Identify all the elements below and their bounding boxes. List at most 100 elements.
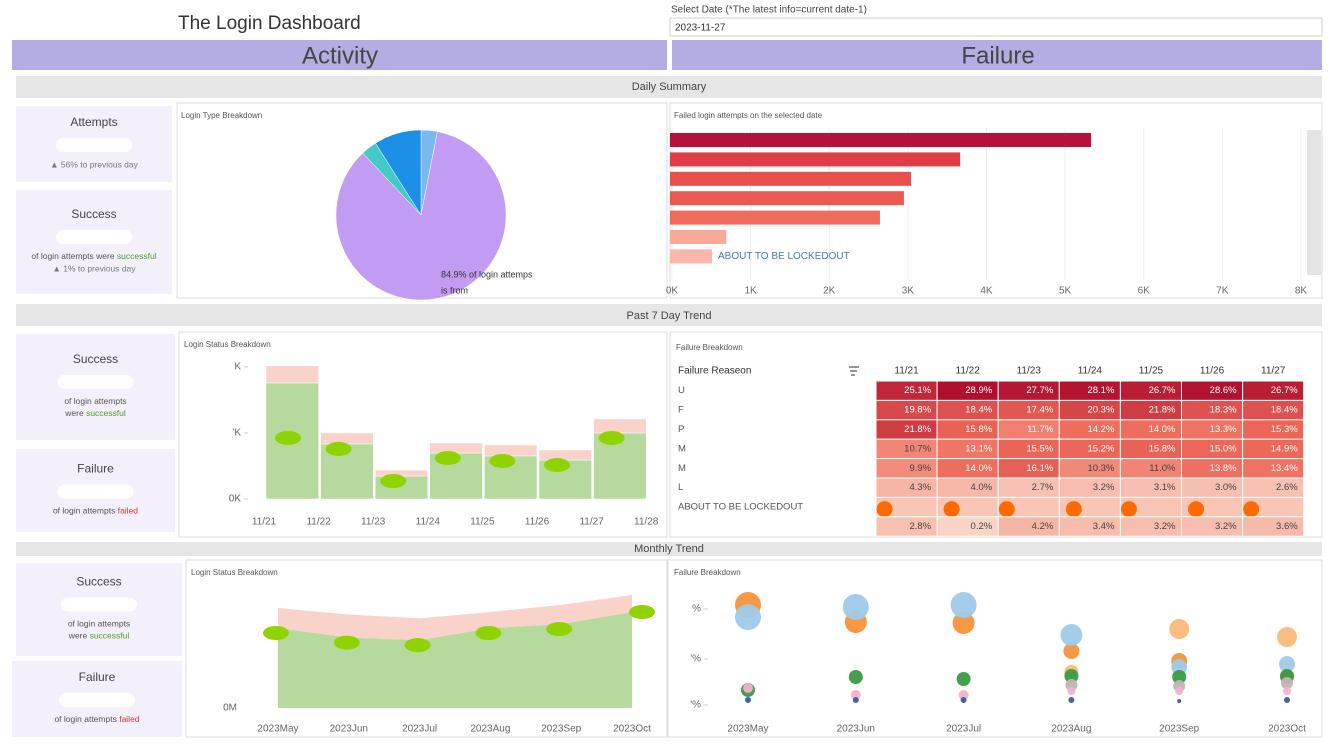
bubble <box>1283 687 1291 695</box>
redaction-scribble <box>629 605 655 619</box>
chart-title: Login Type Breakdown <box>181 111 262 120</box>
daily-band <box>16 76 1322 98</box>
redaction-scribble <box>489 453 516 468</box>
bubble <box>1175 687 1184 695</box>
row-label: P <box>678 424 684 435</box>
scrollbar[interactable] <box>1307 130 1321 275</box>
bar-segment <box>538 449 592 461</box>
cell-label: 20.3% <box>1087 405 1114 416</box>
x-tick-label: 2023Oct <box>1268 724 1306 735</box>
column-header: 11/27 <box>1261 366 1286 377</box>
x-tick-label: 4K <box>980 286 993 297</box>
cell-label: 2.8% <box>909 521 931 532</box>
band-title: Past 7 Day Trend <box>627 310 712 322</box>
x-tick-label: 5K <box>1059 286 1072 297</box>
kpi-text: were <box>64 408 84 418</box>
date-label: Select Date (*The latest info=current da… <box>671 5 867 16</box>
kpi-highlight: failed <box>119 714 140 724</box>
cell-label: 9.9% <box>909 463 931 474</box>
bubble <box>960 697 967 703</box>
sort-icon[interactable] <box>849 366 859 376</box>
cell-label: 11.0% <box>1149 463 1176 474</box>
kpi-title: Success <box>73 352 118 366</box>
cell-label: 15.8% <box>965 424 992 435</box>
column-header: 11/26 <box>1200 366 1225 377</box>
x-tick-label: 11/25 <box>470 517 495 528</box>
x-tick-label: 2023Jun <box>330 724 368 735</box>
bubble <box>956 672 971 686</box>
cell-label: 27.7% <box>1026 385 1053 396</box>
x-tick-label: 11/22 <box>306 517 331 528</box>
y-tick-label: 0M <box>223 703 237 714</box>
row-label: ABOUT TO BE LOCKEDOUT <box>678 502 803 513</box>
bubble <box>1284 697 1290 703</box>
kpi-text: were successful <box>64 408 126 418</box>
cell-label: 14.0% <box>965 463 992 474</box>
bubble <box>1169 619 1190 639</box>
redaction-scribble <box>475 626 502 640</box>
cell-label: 11.7% <box>1027 424 1054 435</box>
bubble <box>1281 677 1293 689</box>
cell-label: 2.6% <box>1276 482 1298 493</box>
cell-label: 18.3% <box>1210 405 1237 416</box>
kpi-note: ▲ 1% to previous day <box>52 263 136 273</box>
redaction-dot <box>1120 501 1137 518</box>
cell-label: 13.3% <box>1210 424 1237 435</box>
bar-segment <box>320 432 374 445</box>
x-tick-label: 11/26 <box>525 517 550 528</box>
failure-band <box>672 40 1322 70</box>
redaction-scribble <box>263 626 289 640</box>
kpi-title: Failure <box>79 670 116 684</box>
kpi-highlight: successful <box>117 251 157 261</box>
kpi-text: of login attempts failed <box>53 506 138 516</box>
cell-label: 3.0% <box>1215 482 1237 493</box>
column-header: 11/25 <box>1139 366 1164 377</box>
panel <box>667 559 1323 738</box>
cell-label: 16.1% <box>1026 463 1053 474</box>
cell-label: 26.7% <box>1271 385 1298 396</box>
x-tick-label: 2K <box>823 286 836 297</box>
redacted <box>59 693 135 707</box>
cell-label: 0.2% <box>971 521 993 532</box>
redaction-scribble <box>434 451 461 466</box>
section-title: Failure <box>961 42 1034 69</box>
cell-label: 28.6% <box>1210 385 1237 396</box>
x-tick-label: 2023May <box>257 724 298 735</box>
column-header: 11/22 <box>956 366 981 377</box>
bubble <box>1067 687 1076 695</box>
cell-label: 21.8% <box>1149 405 1176 416</box>
redaction-dot <box>1243 501 1260 518</box>
cell-label: 26.7% <box>1149 385 1176 396</box>
cell-label: 19.8% <box>904 405 931 416</box>
x-tick-label: 2023Aug <box>470 724 510 735</box>
redaction-dot <box>1065 501 1082 518</box>
y-tick-label: '% <box>690 654 701 665</box>
bubble <box>852 697 859 703</box>
cell-label: 28.1% <box>1087 385 1114 396</box>
chart-title: Failure Breakdown <box>674 568 741 577</box>
redacted <box>57 375 134 389</box>
redaction-scribble <box>275 430 301 445</box>
column-header: 11/23 <box>1017 366 1042 377</box>
bubble <box>1063 643 1080 659</box>
chart-title: Login Status Breakdown <box>184 340 271 349</box>
bubble <box>743 683 753 693</box>
bar <box>670 152 961 167</box>
pie-annotation: 84.9% of login attemps <box>441 269 533 279</box>
kpi-text: were <box>68 631 88 641</box>
cell-label: 4.2% <box>1032 521 1054 532</box>
redaction-scribble <box>598 430 625 445</box>
redacted <box>56 230 132 244</box>
chart-title: Failure Breakdown <box>676 343 743 352</box>
pie-slice <box>375 129 422 216</box>
cell-label: 15.2% <box>1087 443 1114 454</box>
y-tick-label: '% <box>690 700 701 711</box>
cell-label: 14.9% <box>1271 443 1298 454</box>
date-box[interactable] <box>669 17 1323 37</box>
cell-label: 15.5% <box>1026 443 1053 454</box>
x-tick-label: 1K <box>745 286 758 297</box>
date-value[interactable]: 2023-11-27 <box>675 23 726 34</box>
area <box>278 612 632 708</box>
